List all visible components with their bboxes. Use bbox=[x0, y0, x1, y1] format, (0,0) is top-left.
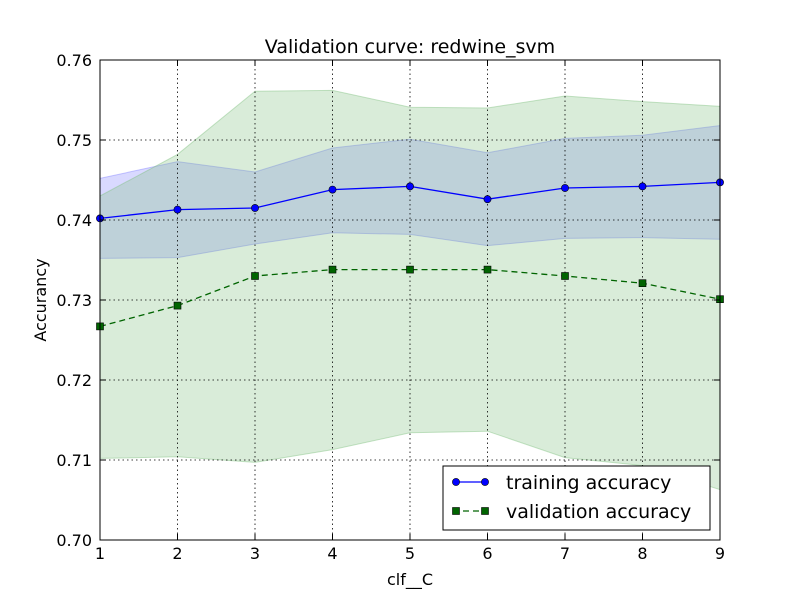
chart-title: Validation curve: redwine_svm bbox=[265, 36, 555, 58]
legend-label-2: validation accuracy bbox=[506, 501, 691, 523]
series-lines bbox=[96, 178, 724, 331]
x-axis-label: clf__C bbox=[387, 570, 433, 590]
data-point bbox=[483, 265, 492, 274]
series-line-2 bbox=[99, 268, 721, 328]
data-point bbox=[406, 265, 414, 274]
legend-marker bbox=[481, 478, 489, 486]
y-tick-label: 0.75 bbox=[56, 131, 92, 150]
data-point bbox=[328, 185, 337, 194]
data-point bbox=[173, 205, 182, 214]
data-point bbox=[638, 182, 647, 191]
data-point bbox=[251, 272, 259, 280]
x-tick-label: 9 bbox=[715, 544, 725, 563]
y-axis-label: Accurancy bbox=[31, 258, 50, 341]
data-point bbox=[561, 272, 569, 280]
legend-marker bbox=[452, 507, 460, 515]
x-tick-label: 3 bbox=[250, 544, 260, 563]
y-tick-label: 0.70 bbox=[56, 531, 92, 550]
x-tick-label: 2 bbox=[172, 544, 182, 563]
data-point bbox=[406, 182, 414, 191]
data-point bbox=[638, 279, 647, 288]
y-tick-label: 0.74 bbox=[56, 211, 92, 230]
axis-ticks: 1 2 3 4 5 6 7 8 9 0.70 0.71 0.72 0.73 0.74 0.75 0.76 bbox=[56, 51, 725, 563]
x-tick-label: 4 bbox=[327, 544, 337, 563]
y-tick-label: 0.76 bbox=[56, 51, 92, 70]
legend-box bbox=[442, 465, 711, 531]
y-tick-label: 0.72 bbox=[56, 371, 92, 390]
x-tick-label: 5 bbox=[405, 544, 415, 563]
y-tick-label: 0.73 bbox=[56, 291, 92, 310]
legend-marker bbox=[452, 478, 460, 486]
legend-label-1: training accuracy bbox=[506, 472, 671, 494]
legend-marker bbox=[481, 507, 489, 515]
data-point bbox=[173, 301, 182, 310]
data-point bbox=[561, 184, 569, 192]
data-point bbox=[483, 195, 492, 204]
grid-lines bbox=[100, 60, 720, 540]
x-tick-label: 1 bbox=[95, 544, 105, 563]
legend: training accuracy validation accuracy bbox=[442, 465, 711, 531]
x-tick-label: 7 bbox=[560, 544, 570, 563]
y-tick-label: 0.71 bbox=[56, 451, 92, 470]
x-tick-label: 8 bbox=[637, 544, 647, 563]
x-tick-label: 6 bbox=[482, 544, 492, 563]
data-point bbox=[328, 265, 337, 274]
data-point bbox=[251, 204, 259, 212]
